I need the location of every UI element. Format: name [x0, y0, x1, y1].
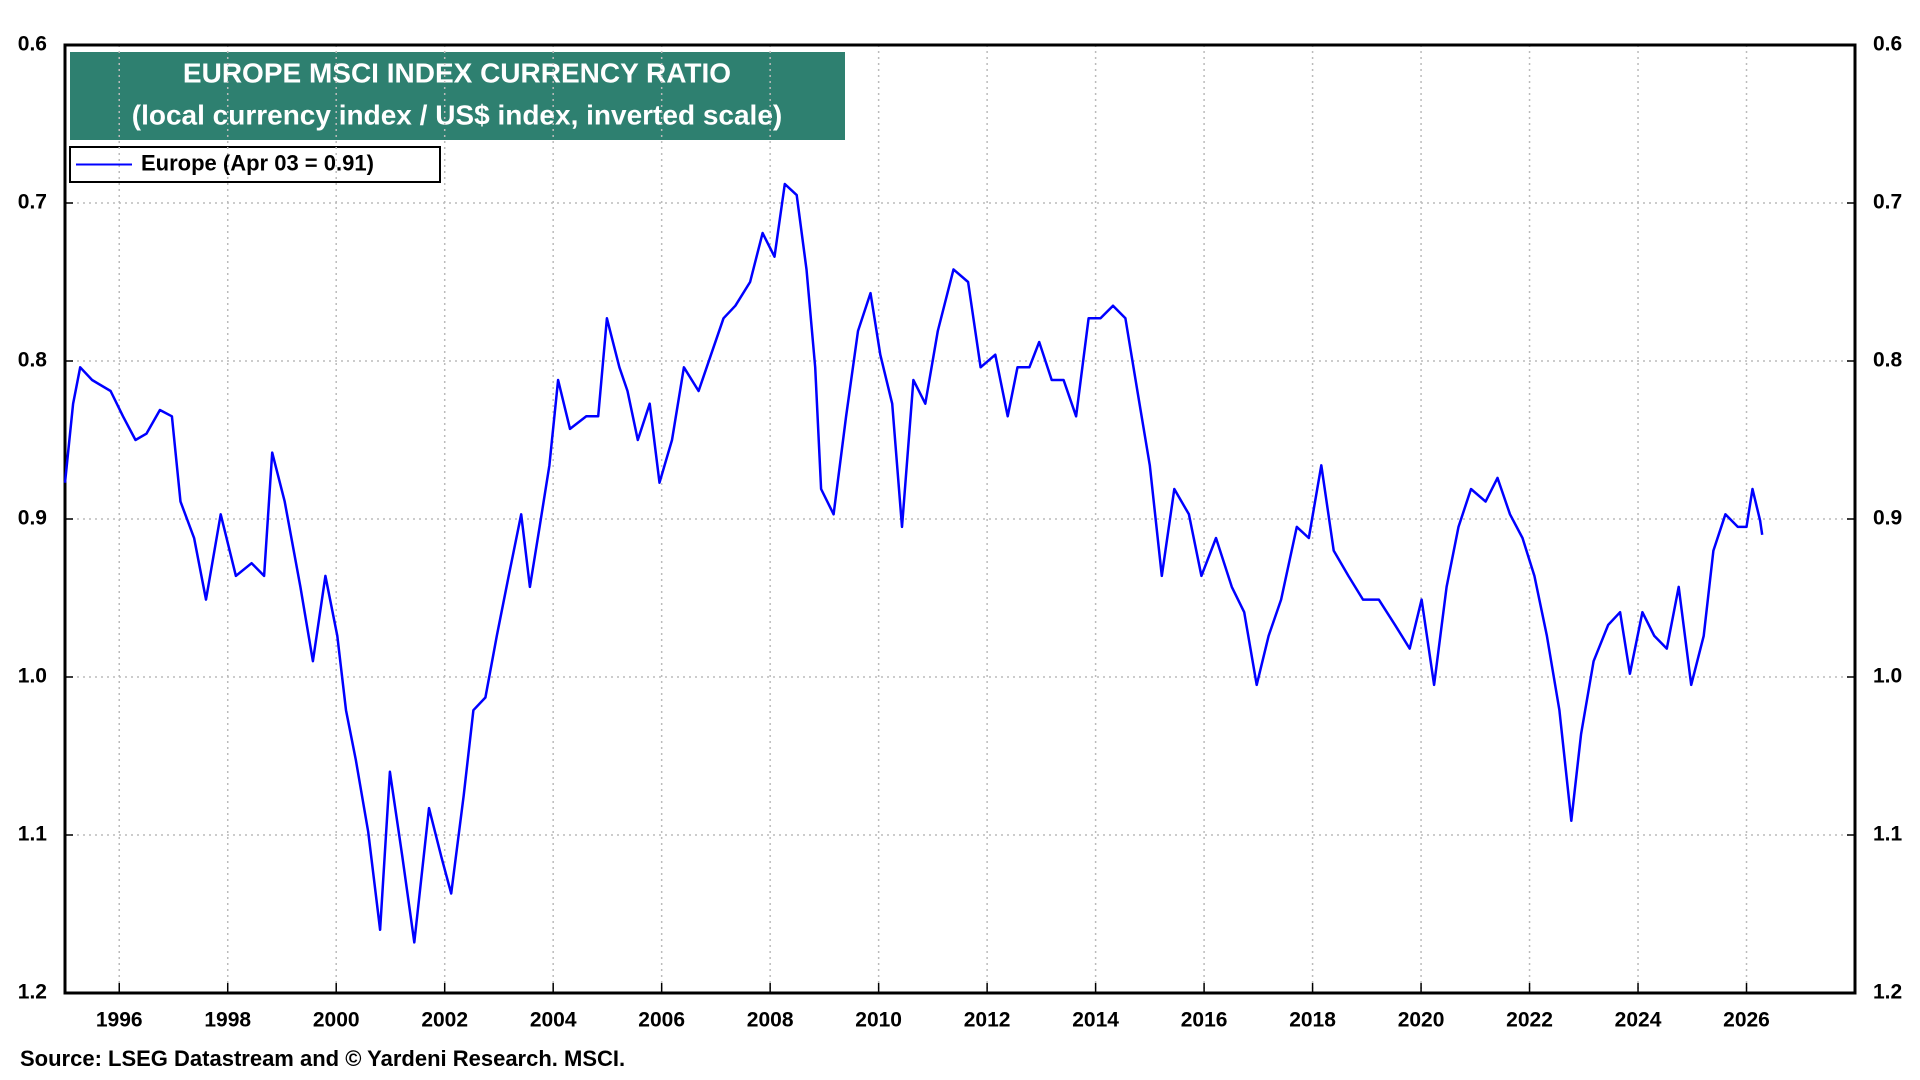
x-tick-label: 2008: [747, 1009, 794, 1032]
x-tick-label: 2004: [530, 1009, 577, 1032]
x-tick-label: 1996: [96, 1009, 143, 1032]
legend-label: Europe (Apr 03 = 0.91): [141, 150, 374, 175]
x-tick-label: 1998: [204, 1009, 251, 1032]
y2-tick-label: 0.9: [1873, 507, 1902, 530]
plot-frame: [63, 43, 1857, 995]
y2-tick-label: 0.7: [1873, 191, 1902, 214]
y-tick-label: 0.9: [18, 507, 47, 530]
y-tick-label: 1.0: [18, 665, 47, 688]
y-tick-label: 0.6: [18, 33, 47, 56]
x-tick-label: 2026: [1723, 1009, 1770, 1032]
x-tick-label: 2018: [1289, 1009, 1336, 1032]
chart-subtitle: (local currency index / US$ index, inver…: [132, 99, 782, 130]
x-tick-label: 2024: [1615, 1009, 1662, 1032]
y-tick-label: 0.7: [18, 191, 47, 214]
y2-tick-label: 1.2: [1873, 981, 1902, 1004]
y2-tick-label: 1.0: [1873, 665, 1902, 688]
x-tick-label: 2002: [421, 1009, 468, 1032]
series-line: [63, 182, 1764, 944]
x-tick-label: 2020: [1398, 1009, 1445, 1032]
y-tick-label: 0.8: [18, 349, 48, 372]
x-tick-label: 2006: [638, 1009, 685, 1032]
y-tick-label: 1.2: [18, 981, 47, 1004]
source-note: Source: LSEG Datastream and © Yardeni Re…: [20, 1046, 625, 1071]
x-tick-label: 2014: [1072, 1009, 1119, 1032]
y2-tick-label: 1.1: [1873, 823, 1903, 846]
chart-title: EUROPE MSCI INDEX CURRENCY RATIO: [183, 57, 731, 88]
x-tick-label: 2022: [1506, 1009, 1553, 1032]
y2-tick-label: 0.6: [1873, 33, 1902, 56]
x-tick-label: 2012: [964, 1009, 1011, 1032]
x-tick-label: 2000: [313, 1009, 360, 1032]
x-tick-label: 2016: [1181, 1009, 1228, 1032]
title-box: [70, 52, 845, 140]
x-tick-label: 2010: [855, 1009, 902, 1032]
y2-tick-label: 0.8: [1873, 349, 1903, 372]
y-tick-label: 1.1: [18, 823, 48, 846]
